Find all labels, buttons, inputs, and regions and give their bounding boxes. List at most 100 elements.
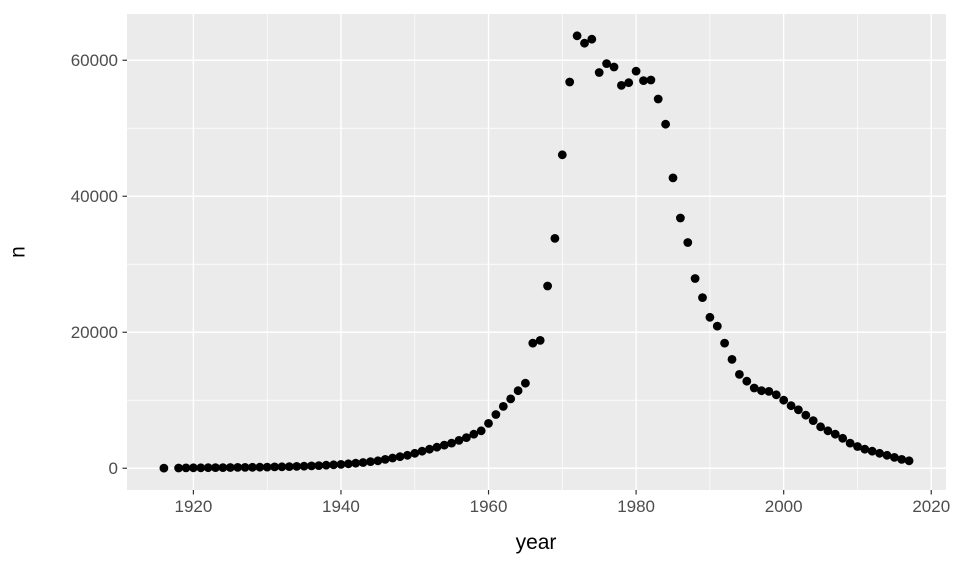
- data-point: [506, 394, 516, 404]
- data-point: [189, 463, 198, 473]
- data-point: [425, 444, 434, 454]
- data-point: [720, 338, 729, 348]
- data-point: [248, 462, 257, 472]
- data-point: [875, 448, 884, 458]
- data-point: [867, 446, 877, 456]
- data-point: [462, 433, 471, 442]
- data-point: [882, 450, 892, 460]
- data-point: [676, 213, 685, 223]
- data-point: [233, 463, 243, 472]
- data-point: [771, 390, 781, 400]
- data-point: [255, 462, 265, 472]
- data-point: [845, 438, 855, 448]
- data-point: [388, 453, 397, 463]
- data-point: [262, 462, 272, 472]
- data-point: [757, 386, 766, 396]
- data-point: [432, 442, 442, 452]
- data-point: [521, 378, 530, 388]
- data-point: [838, 433, 848, 443]
- data-point: [344, 459, 353, 469]
- data-point: [307, 461, 316, 471]
- data-point: [668, 173, 678, 183]
- data-point: [580, 38, 589, 48]
- data-point: [292, 462, 302, 471]
- data-point: [816, 422, 825, 432]
- data-point: [646, 75, 656, 85]
- data-point: [779, 395, 789, 405]
- data-point: [395, 452, 405, 462]
- data-point: [284, 462, 294, 471]
- data-point: [609, 62, 619, 72]
- data-point: [661, 119, 670, 129]
- data-point: [653, 94, 663, 104]
- x-tick-label: 1940: [322, 497, 360, 516]
- x-tick-label: 1960: [470, 497, 508, 516]
- data-point: [225, 463, 235, 472]
- data-point: [410, 448, 420, 458]
- data-point: [727, 355, 737, 364]
- data-point: [786, 401, 796, 411]
- data-point: [543, 281, 552, 291]
- data-point: [498, 402, 508, 411]
- data-point: [794, 405, 803, 415]
- data-point: [321, 460, 331, 470]
- data-point: [380, 455, 390, 464]
- x-tick-label: 2000: [765, 497, 803, 516]
- data-point: [631, 66, 641, 76]
- data-point: [572, 31, 582, 41]
- data-point: [801, 410, 811, 420]
- x-tick-label: 1980: [617, 497, 655, 516]
- data-point: [403, 450, 412, 460]
- data-point: [853, 442, 862, 451]
- data-point: [749, 383, 759, 393]
- y-tick-label: 0: [109, 459, 118, 478]
- data-point: [594, 68, 604, 77]
- data-point: [860, 444, 870, 454]
- data-point: [624, 78, 634, 88]
- data-point: [469, 429, 479, 439]
- data-point: [476, 426, 486, 436]
- data-point: [890, 453, 899, 462]
- data-point: [639, 76, 648, 85]
- data-point: [550, 234, 560, 243]
- data-point: [417, 446, 427, 456]
- data-point: [336, 460, 346, 469]
- data-point: [358, 458, 368, 467]
- data-point: [491, 410, 501, 419]
- data-point: [535, 336, 545, 345]
- data-point: [196, 463, 206, 473]
- data-point: [602, 59, 611, 68]
- data-point: [690, 274, 700, 283]
- data-point: [447, 438, 456, 448]
- data-point: [904, 456, 914, 466]
- data-point: [742, 376, 752, 386]
- chart-panel: [127, 14, 946, 490]
- x-tick-label: 1920: [174, 497, 212, 516]
- data-point: [705, 312, 715, 322]
- data-point: [159, 463, 169, 473]
- data-point: [203, 463, 213, 473]
- data-point: [277, 462, 287, 472]
- data-point: [557, 150, 567, 160]
- y-tick-label: 40000: [71, 187, 118, 206]
- data-point: [712, 321, 722, 331]
- data-point: [830, 429, 840, 439]
- data-point: [587, 34, 597, 44]
- data-point: [735, 370, 744, 379]
- data-point: [174, 463, 184, 473]
- data-point: [218, 463, 228, 472]
- data-point: [528, 338, 538, 348]
- data-point: [513, 386, 523, 396]
- data-point: [484, 419, 493, 428]
- y-tick-label: 60000: [71, 51, 118, 70]
- data-point: [764, 387, 774, 396]
- data-point: [897, 455, 907, 464]
- data-point: [240, 463, 250, 472]
- data-point: [351, 458, 361, 468]
- data-point: [181, 463, 191, 473]
- data-point: [270, 462, 279, 472]
- y-axis-title: n: [6, 246, 30, 258]
- data-point: [565, 77, 575, 87]
